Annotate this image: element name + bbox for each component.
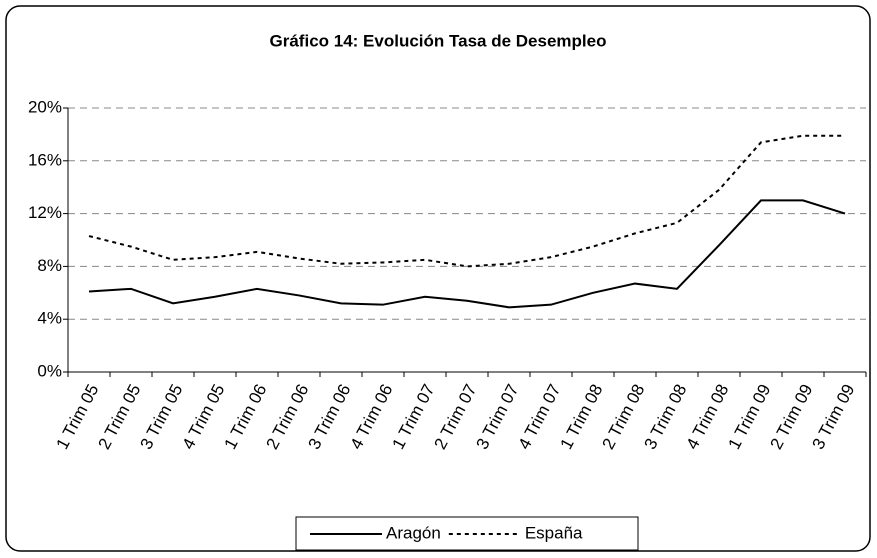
y-tick-label: 20% bbox=[28, 97, 62, 116]
legend-label: Aragón bbox=[386, 523, 441, 542]
y-tick-label: 12% bbox=[28, 203, 62, 222]
chart-title: Gráfico 14: Evolución Tasa de Desempleo bbox=[270, 31, 607, 50]
y-tick-label: 16% bbox=[28, 150, 62, 169]
y-tick-label: 0% bbox=[37, 361, 62, 380]
line-series bbox=[88, 134, 845, 268]
legend-label: España bbox=[525, 523, 583, 542]
chart-frame bbox=[5, 5, 871, 552]
line-series bbox=[88, 199, 846, 309]
legend: Aragón España bbox=[295, 516, 639, 551]
y-tick-label: 4% bbox=[37, 309, 62, 328]
y-tick-label: 8% bbox=[37, 256, 62, 275]
